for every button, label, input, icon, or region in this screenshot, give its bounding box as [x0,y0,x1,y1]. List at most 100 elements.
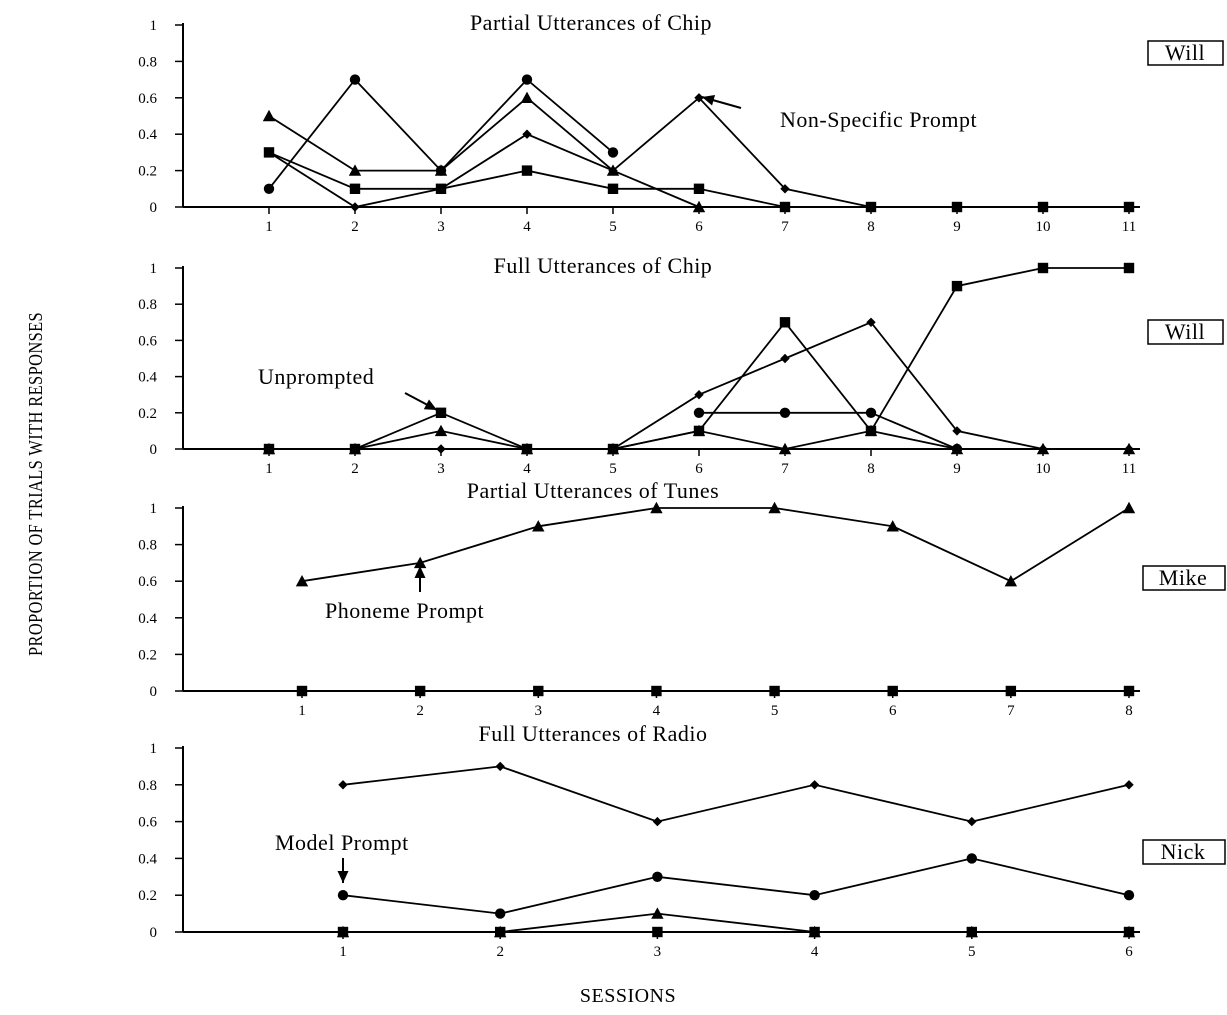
x-tick-label: 11 [1122,461,1136,477]
x-tick-label: 3 [654,944,662,960]
data-point-diamond [694,390,704,400]
series-line [269,267,1129,450]
series-diamond [264,317,1134,454]
data-point-diamond [780,353,790,364]
data-point-square [414,685,426,697]
data-point-diamond [780,184,790,194]
x-tick-label: 5 [609,219,617,235]
series-diamond [264,93,1134,212]
data-point-triangle [413,556,427,569]
x-tick-label: 10 [1036,219,1051,235]
data-point-diamond [1038,202,1048,212]
data-point-triangle [650,501,663,514]
data-point-diamond [338,780,348,790]
data-point-circle [809,890,820,901]
x-tick-label: 4 [811,944,819,960]
x-tick-label: 4 [523,461,531,477]
annotation-arrow-head [423,399,437,410]
data-point-square [652,926,663,938]
annotation-label: Phoneme Prompt [325,598,484,623]
data-point-square [1123,926,1135,938]
subject-label: Nick [1161,839,1206,864]
y-tick-label: 0 [150,200,158,216]
annotation-label: Unprompted [258,364,374,389]
data-point-diamond [1038,444,1048,454]
y-tick-label: 0.8 [138,54,157,70]
data-point-triangle [692,424,706,437]
series-circle [263,74,619,194]
data-point-diamond [264,147,274,158]
data-point-diamond [967,816,977,827]
data-point-diamond [866,202,876,212]
data-point-diamond [264,444,274,454]
y-tick-label: 1 [150,261,158,277]
x-tick-label: 6 [1125,944,1133,960]
data-point-square [966,926,977,938]
x-tick-label: 8 [867,219,875,235]
data-point-square [1123,262,1135,274]
data-point-triangle [348,164,362,176]
y-tick-label: 0.6 [138,815,157,831]
subject-label: Mike [1159,565,1207,590]
x-tick-label: 6 [695,461,703,477]
y-tick-label: 0 [150,925,158,941]
y-tick-label: 0.4 [138,370,157,386]
subject-label: Will [1165,40,1205,65]
x-tick-label: 2 [351,461,359,477]
x-axis-title: SESSIONS [580,985,676,1007]
data-point-circle [865,407,877,418]
data-point-triangle [1004,575,1018,587]
series-circle [337,853,1135,919]
series-triangle [262,91,706,213]
x-tick-label: 2 [351,219,359,235]
x-tick-label: 2 [416,703,424,719]
data-point-square [693,183,705,194]
data-point-triangle [886,520,899,532]
y-tick-label: 0.8 [138,297,157,313]
data-point-square [533,685,544,697]
x-tick-label: 5 [968,944,976,960]
data-point-square [296,685,308,697]
data-point-diamond [495,761,505,772]
series-triangle [295,501,1136,587]
x-tick-label: 8 [867,461,875,477]
data-point-diamond [652,816,663,827]
panel-4: 0 0.2 0.4 0.6 0.8 1 1 2 3 4 5 6 Full Utterances of R… [138,721,1226,960]
y-tick-label: 0.8 [138,538,157,554]
data-point-square [1037,262,1049,274]
data-point-diamond [350,444,360,454]
x-tick-label: 3 [437,219,445,235]
x-tick-label: 1 [339,944,347,960]
panel-3: 0 0.2 0.4 0.6 0.8 1 1 2 3 4 5 6 7 8 Partial Utterances… [138,478,1226,719]
y-tick-label: 0.2 [138,647,157,663]
series-line [699,411,958,450]
x-tick-label: 9 [953,461,961,477]
data-point-circle [1123,890,1135,901]
annotation-arrow-head [337,871,349,883]
data-point-triangle [532,520,545,532]
y-tick-label: 0.4 [138,127,157,143]
y-tick-label: 0.6 [138,574,157,590]
data-point-triangle [864,424,878,437]
y-tick-label: 0.6 [138,333,157,349]
data-point-triangle [295,575,309,587]
x-tick-label: 4 [653,703,661,719]
data-point-square [1123,685,1135,697]
annotation-label: Non-Specific Prompt [780,107,977,132]
data-point-circle [337,890,349,901]
data-point-triangle [651,907,664,919]
subject-box [1142,839,1226,865]
y-tick-label: 0.8 [138,778,157,794]
x-tick-label: 3 [437,461,445,477]
data-point-circle [693,407,705,418]
data-point-diamond [952,426,962,436]
data-point-square [779,317,791,328]
y-tick-label: 0.4 [138,851,157,867]
data-point-triangle [262,109,276,122]
series-line [342,857,1130,915]
series-square [296,685,1135,697]
subject-label: Will [1165,319,1205,344]
data-point-square [951,280,963,292]
